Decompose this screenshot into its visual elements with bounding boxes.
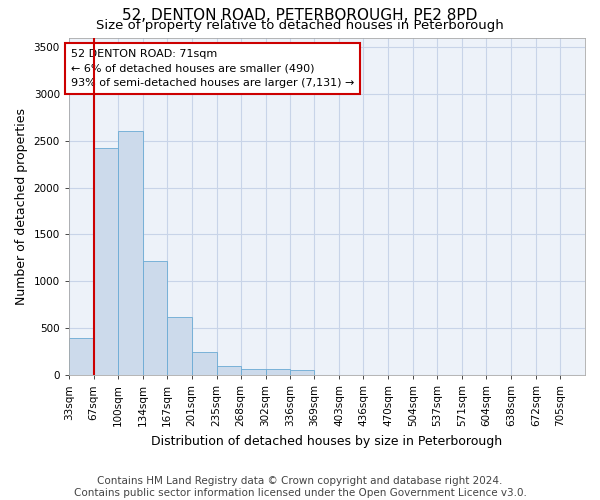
Y-axis label: Number of detached properties: Number of detached properties	[15, 108, 28, 305]
X-axis label: Distribution of detached houses by size in Peterborough: Distribution of detached houses by size …	[151, 434, 502, 448]
Bar	[167, 317, 191, 375]
Bar	[191, 352, 217, 375]
Bar	[94, 148, 118, 375]
Bar	[143, 260, 167, 375]
Bar	[290, 370, 314, 375]
Bar	[217, 366, 241, 375]
Bar	[118, 132, 143, 375]
Text: 52 DENTON ROAD: 71sqm
← 6% of detached houses are smaller (490)
93% of semi-deta: 52 DENTON ROAD: 71sqm ← 6% of detached h…	[71, 49, 355, 88]
Text: Contains HM Land Registry data © Crown copyright and database right 2024.
Contai: Contains HM Land Registry data © Crown c…	[74, 476, 526, 498]
Bar	[69, 338, 94, 375]
Text: Size of property relative to detached houses in Peterborough: Size of property relative to detached ho…	[96, 19, 504, 32]
Bar	[241, 369, 266, 375]
Bar	[266, 370, 290, 375]
Text: 52, DENTON ROAD, PETERBOROUGH, PE2 8PD: 52, DENTON ROAD, PETERBOROUGH, PE2 8PD	[122, 8, 478, 22]
